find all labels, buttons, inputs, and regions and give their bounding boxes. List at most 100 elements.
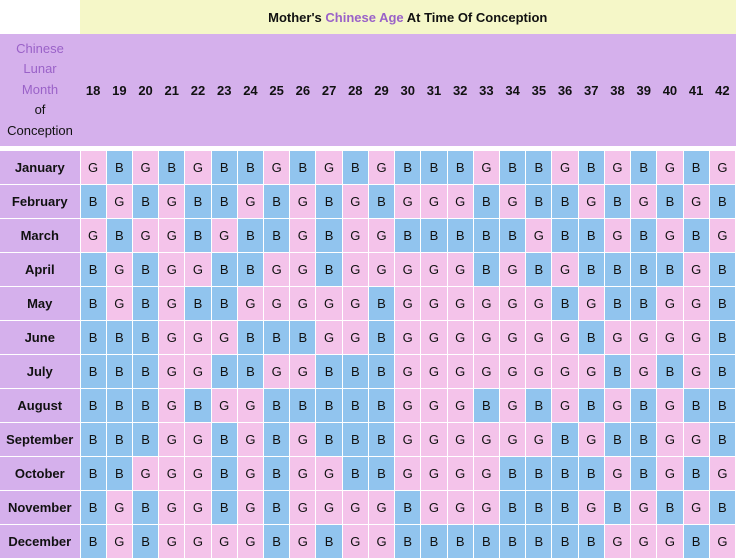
gender-cell: B	[367, 183, 396, 219]
gender-cell: G	[236, 523, 265, 559]
gender-cell: G	[420, 353, 448, 389]
gender-cell: G	[630, 353, 658, 389]
gender-cell: B	[79, 285, 107, 321]
gender-cell: B	[682, 523, 710, 559]
gender-cell: B	[79, 319, 107, 355]
age-header-cell: 33	[473, 34, 500, 146]
gender-cell: B	[79, 489, 107, 525]
gender-cell: G	[498, 353, 527, 389]
gender-cell: B	[341, 353, 369, 389]
age-header-cell: 28	[342, 34, 369, 146]
gender-cell: B	[131, 285, 160, 321]
gender-cell: G	[577, 421, 605, 457]
gender-cell: G	[577, 285, 605, 321]
gender-cell: B	[236, 217, 265, 253]
month-label: February	[0, 184, 80, 219]
gender-cell: G	[498, 421, 527, 457]
month-label: October	[0, 456, 80, 491]
gender-cell: B	[682, 387, 710, 423]
gender-cell: B	[498, 455, 527, 491]
gender-cell: G	[446, 387, 474, 423]
gender-cell: G	[577, 489, 605, 525]
gender-cell: B	[472, 217, 501, 253]
gender-cell: G	[341, 489, 369, 525]
gender-cell: B	[315, 523, 343, 559]
gender-cell: B	[630, 455, 658, 491]
gender-cell: B	[210, 150, 238, 185]
gender-cell: G	[236, 489, 265, 525]
gender-cell: B	[551, 455, 579, 491]
gender-cell: B	[131, 353, 160, 389]
gender-cell: B	[105, 455, 133, 491]
row-header-line5: Conception	[7, 122, 73, 138]
corner-blank	[0, 0, 80, 34]
gender-cell: B	[210, 421, 238, 457]
gender-cell: B	[210, 455, 238, 491]
gender-cell: G	[158, 421, 186, 457]
age-header-cell: 30	[394, 34, 421, 146]
gender-cell: B	[158, 150, 186, 185]
gender-cell: G	[263, 353, 291, 389]
gender-cell: G	[79, 217, 107, 253]
gender-cell: G	[656, 387, 684, 423]
month-row: February B G B G B B G B G B G B G G G B G B B G B G B G B	[0, 183, 736, 219]
gender-cell: B	[236, 353, 265, 389]
gender-cell: G	[289, 285, 317, 321]
age-header-cell: 35	[525, 34, 552, 146]
gender-cell: B	[315, 387, 343, 423]
gender-cell: B	[263, 523, 291, 559]
month-label: September	[0, 422, 80, 457]
gender-cell: B	[236, 319, 265, 355]
age-header-cell: 19	[106, 34, 133, 146]
gender-cell: G	[315, 150, 343, 185]
gender-cell: B	[551, 523, 579, 559]
chart-title: Mother's Chinese Age At Time Of Concepti…	[80, 0, 736, 34]
gender-cell: B	[184, 217, 212, 253]
gender-cell: G	[472, 455, 501, 491]
month-row: December B G B G G G G B G B G G B B B B B B B B G G G B G	[0, 523, 736, 559]
gender-cell: B	[525, 523, 553, 559]
gender-cell: G	[708, 217, 736, 253]
gender-cell: B	[131, 523, 160, 559]
gender-cell: G	[498, 251, 527, 287]
gender-cell: G	[498, 387, 527, 423]
gender-cell: G	[708, 150, 736, 185]
gender-cell: G	[656, 285, 684, 321]
gender-cell: B	[367, 319, 396, 355]
gender-cell: G	[525, 353, 553, 389]
month-row: January G B G B G B B G B G B G B B B G B B G B G B G B G	[0, 150, 736, 185]
gender-cell: B	[551, 183, 579, 219]
gender-cell: G	[158, 217, 186, 253]
gender-cell: B	[236, 150, 265, 185]
gender-cell: B	[210, 285, 238, 321]
gender-cell: B	[577, 455, 605, 491]
gender-cell: B	[367, 421, 396, 457]
gender-cell: G	[236, 285, 265, 321]
age-header-cell: 20	[132, 34, 159, 146]
age-header-cell: 26	[289, 34, 316, 146]
gender-cell: B	[630, 421, 658, 457]
gender-cell: B	[498, 523, 527, 559]
gender-cell: G	[603, 217, 632, 253]
gender-cell: B	[630, 285, 658, 321]
gender-cell: B	[498, 489, 527, 525]
gender-cell: B	[577, 217, 605, 253]
month-label: April	[0, 252, 80, 287]
gender-cell: G	[184, 353, 212, 389]
gender-cell: B	[551, 421, 579, 457]
gender-cell: G	[630, 523, 658, 559]
gender-cell: B	[577, 150, 605, 185]
gender-cell: B	[341, 150, 369, 185]
gender-cell: B	[498, 217, 527, 253]
gender-cell: B	[263, 421, 291, 457]
gender-cell: B	[105, 421, 133, 457]
gender-cell: G	[210, 523, 238, 559]
gender-cell: B	[394, 523, 422, 559]
gender-cell: B	[79, 523, 107, 559]
month-label: November	[0, 490, 80, 525]
gender-cell: G	[446, 489, 474, 525]
gender-cell: B	[603, 183, 632, 219]
gender-cell: G	[420, 489, 448, 525]
gender-cell: G	[656, 523, 684, 559]
gender-cell: G	[498, 183, 527, 219]
